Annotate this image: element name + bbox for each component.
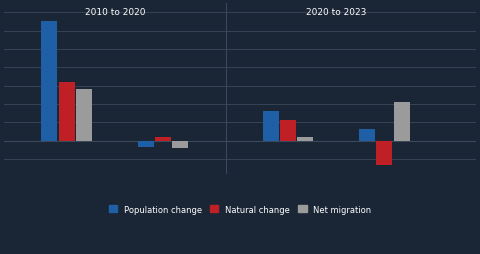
Bar	[280, 121, 296, 141]
Bar	[298, 137, 313, 141]
Bar	[41, 22, 58, 141]
Bar	[76, 90, 92, 141]
Bar	[172, 141, 188, 149]
Text: 2020 to 2023: 2020 to 2023	[306, 8, 366, 17]
Bar	[155, 138, 171, 141]
Bar	[394, 103, 410, 141]
Bar	[376, 141, 392, 166]
Legend: Population change, Natural change, Net migration: Population change, Natural change, Net m…	[105, 202, 375, 217]
Text: 2010 to 2020: 2010 to 2020	[84, 8, 145, 17]
Bar	[359, 129, 375, 141]
Bar	[263, 112, 279, 141]
Bar	[138, 141, 154, 147]
Bar	[59, 83, 75, 141]
